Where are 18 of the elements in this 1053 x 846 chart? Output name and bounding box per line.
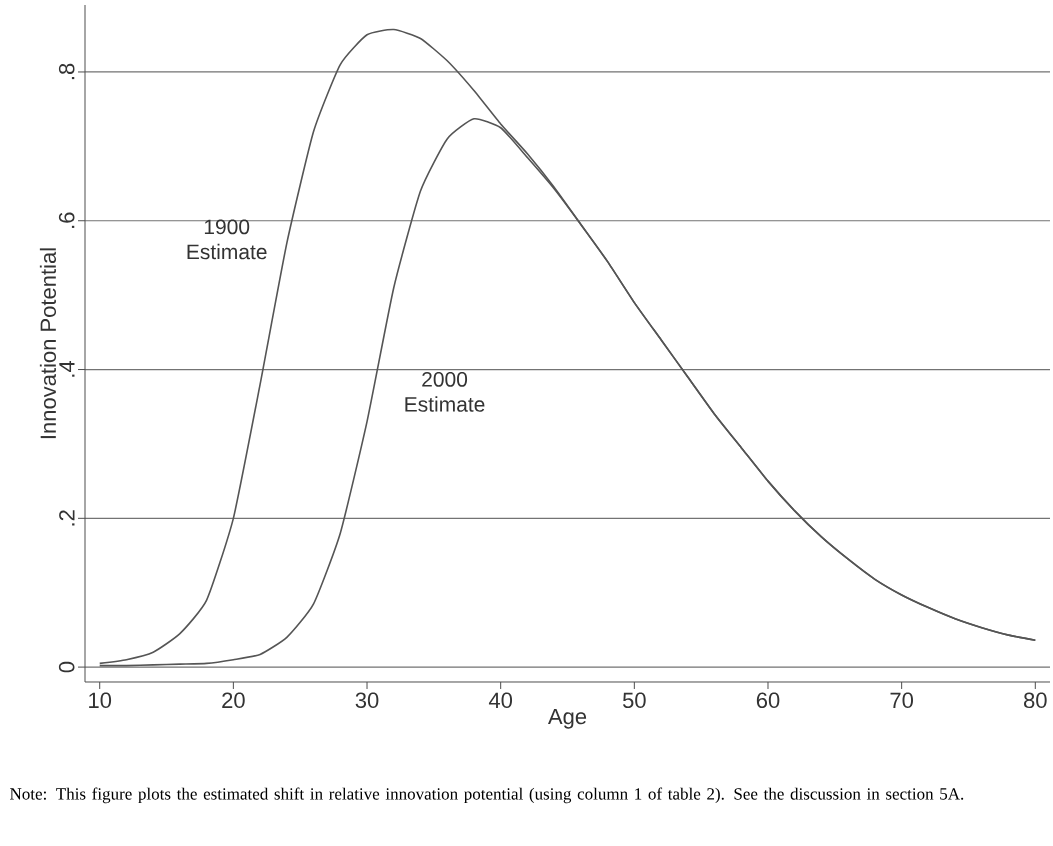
x-axis-title: Age [547, 708, 587, 729]
x-tick-label: 20 [222, 692, 245, 709]
x-tick-label: 70 [890, 692, 914, 709]
series-label: 1900 Estimate [187, 219, 267, 260]
x-tick-label: 60 [756, 692, 780, 709]
y-tick-label: .8 [58, 63, 75, 80]
text: Note: This figure plots the estimated shift in relative innovation potential (using column 1 of table 2). See the discussion in section 5A. [10, 787, 964, 804]
y-tick-label: .2 [59, 510, 75, 526]
x-tick-label: 80 [1024, 692, 1047, 709]
series-label: 2000 Estimate [405, 371, 485, 412]
x-tick-label: 50 [622, 692, 646, 709]
x-tick-label: 30 [355, 692, 379, 709]
x-tick-label: 10 [89, 692, 112, 709]
x-tick-label: 40 [488, 692, 513, 709]
y-tick-label: .6 [58, 212, 75, 228]
y-axis-title: Innovation Potential [39, 248, 57, 439]
y-tick-label: .4 [59, 361, 75, 377]
y-tick-label: 0 [58, 661, 75, 673]
